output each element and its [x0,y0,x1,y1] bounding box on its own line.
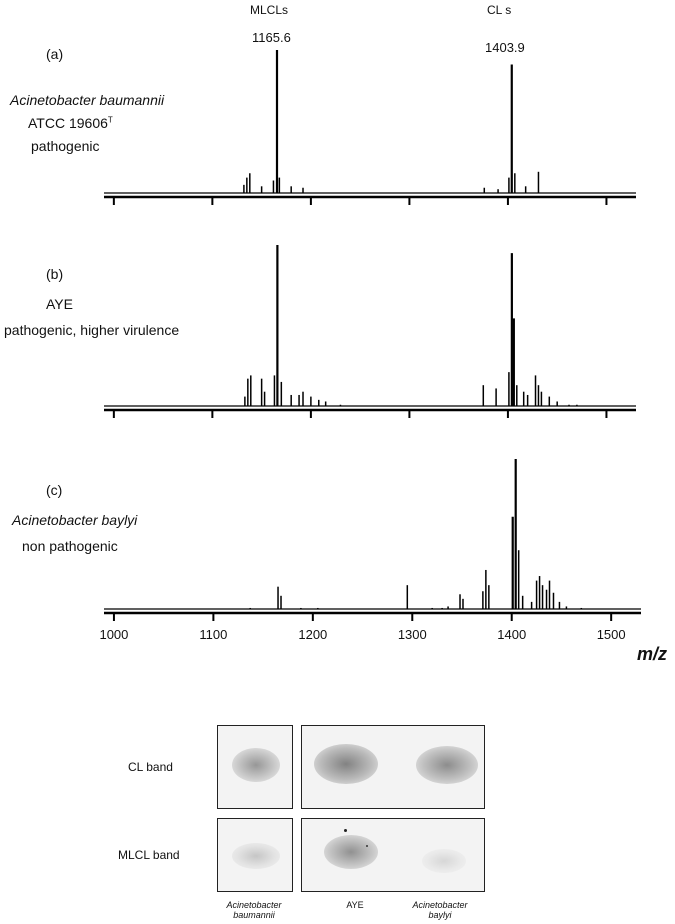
gel-mlcl-lanes-2-3 [301,818,485,892]
cl-group-label: CL s [487,3,512,17]
spectrum-2-tick-label-2: 1200 [298,627,327,642]
gel-speck-1 [344,829,347,832]
gel-mlcl-band-1 [232,843,280,869]
peak-label-mlcl: 1165.6 [252,30,291,45]
gel-mlcl-lane-1 [217,818,293,892]
x-axis-label: m/z [637,644,668,664]
panel-b-note: pathogenic, higher virulence [4,322,180,338]
panel-a-tag: (a) [46,46,64,62]
panel-a-strain-text: ATCC 19606 [28,115,108,131]
panel-a-strain-sup: T [107,115,113,125]
gel-col-label-1-line2: baumannii [233,910,275,920]
gel-col-label-2-line1: AYE [346,900,364,910]
gel-col-label-3: Acinetobacter baylyi [408,900,472,920]
mass-spectra-chart: 1000 1100 1200 1300 1400 1500 [99,50,641,642]
gel-col-label-3-line2: baylyi [428,910,452,920]
spectrum-2-tick-label-3: 1300 [398,627,427,642]
panel-c-species: Acinetobacter baylyi [12,512,138,528]
panel-a-strain: ATCC 19606T [28,115,113,131]
gel-speck-2 [366,845,368,847]
panel-a-note: pathogenic [31,138,100,154]
panel-c-note: non pathogenic [22,538,118,554]
gel-mlcl-band-2 [324,835,378,869]
spectrum-2-tick-label-4: 1400 [497,627,526,642]
gel-cl-band-2 [314,744,378,784]
gel-col-label-1-line1: Acinetobacter [226,900,282,910]
gel-row-label-cl: CL band [128,760,173,774]
peak-label-cl: 1403.9 [485,40,525,55]
gel-cl-band-3 [416,746,478,784]
mlcl-group-label: MLCLs [250,3,289,17]
panel-b-tag: (b) [46,266,64,282]
gel-mlcl-band-3 [422,849,466,873]
gel-cl-lane-1 [217,725,293,809]
gel-cl-lanes-2-3 [301,725,485,809]
panel-c-tag: (c) [46,482,63,498]
gel-cl-band-1 [232,748,280,782]
spectrum-2-tick-label-1: 1100 [199,627,227,642]
gel-col-label-3-line1: Acinetobacter [412,900,468,910]
spectrum-2-tick-label-5: 1500 [597,627,626,642]
gel-col-label-2: AYE [330,900,380,910]
spectrum-2-tick-label-0: 1000 [99,627,128,642]
gel-col-label-1: Acinetobacter baumannii [222,900,286,920]
panel-a-species: Acinetobacter baumannii [10,92,165,108]
gel-row-label-mlcl: MLCL band [118,848,180,862]
panel-b-strain: AYE [46,296,73,312]
